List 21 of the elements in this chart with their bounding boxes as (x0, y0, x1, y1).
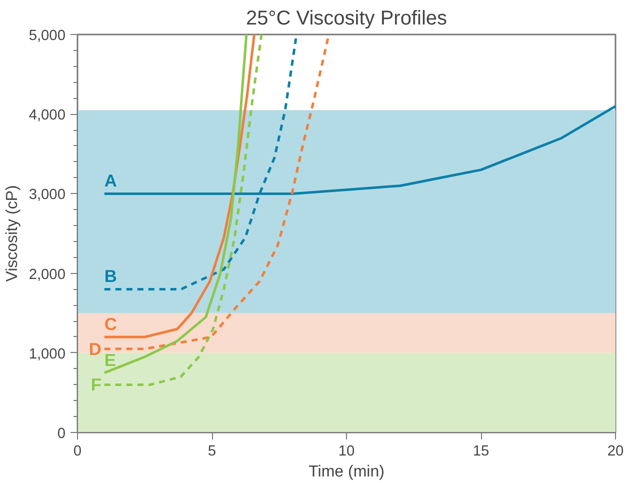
x-axis-title: Time (min) (308, 464, 384, 480)
series-label: F (90, 374, 102, 395)
chart-title: 25°C Viscosity Profiles (246, 8, 448, 30)
y-axis-title: Viscosity (cP) (4, 185, 21, 282)
series-label: C (104, 314, 118, 334)
series-label: E (104, 350, 116, 370)
series-label: D (88, 338, 102, 359)
x-tick-label: 20 (607, 444, 624, 460)
x-tick-label: 10 (338, 444, 355, 460)
y-tick-label: 0 (57, 426, 66, 442)
y-tick-label: 3,000 (28, 187, 66, 204)
line-series (103, 37, 330, 350)
x-tick-label: 15 (472, 444, 490, 460)
y-tick-label: 1,000 (28, 346, 66, 362)
y-tick-label: 4,000 (28, 108, 66, 124)
y-tick-label: 5,000 (28, 28, 66, 44)
x-tick-label: 0 (73, 444, 82, 460)
x-tick-label: 5 (208, 444, 216, 460)
series-label: A (104, 170, 118, 191)
y-tick-label: 2,000 (28, 266, 66, 283)
series-label: B (104, 266, 117, 286)
